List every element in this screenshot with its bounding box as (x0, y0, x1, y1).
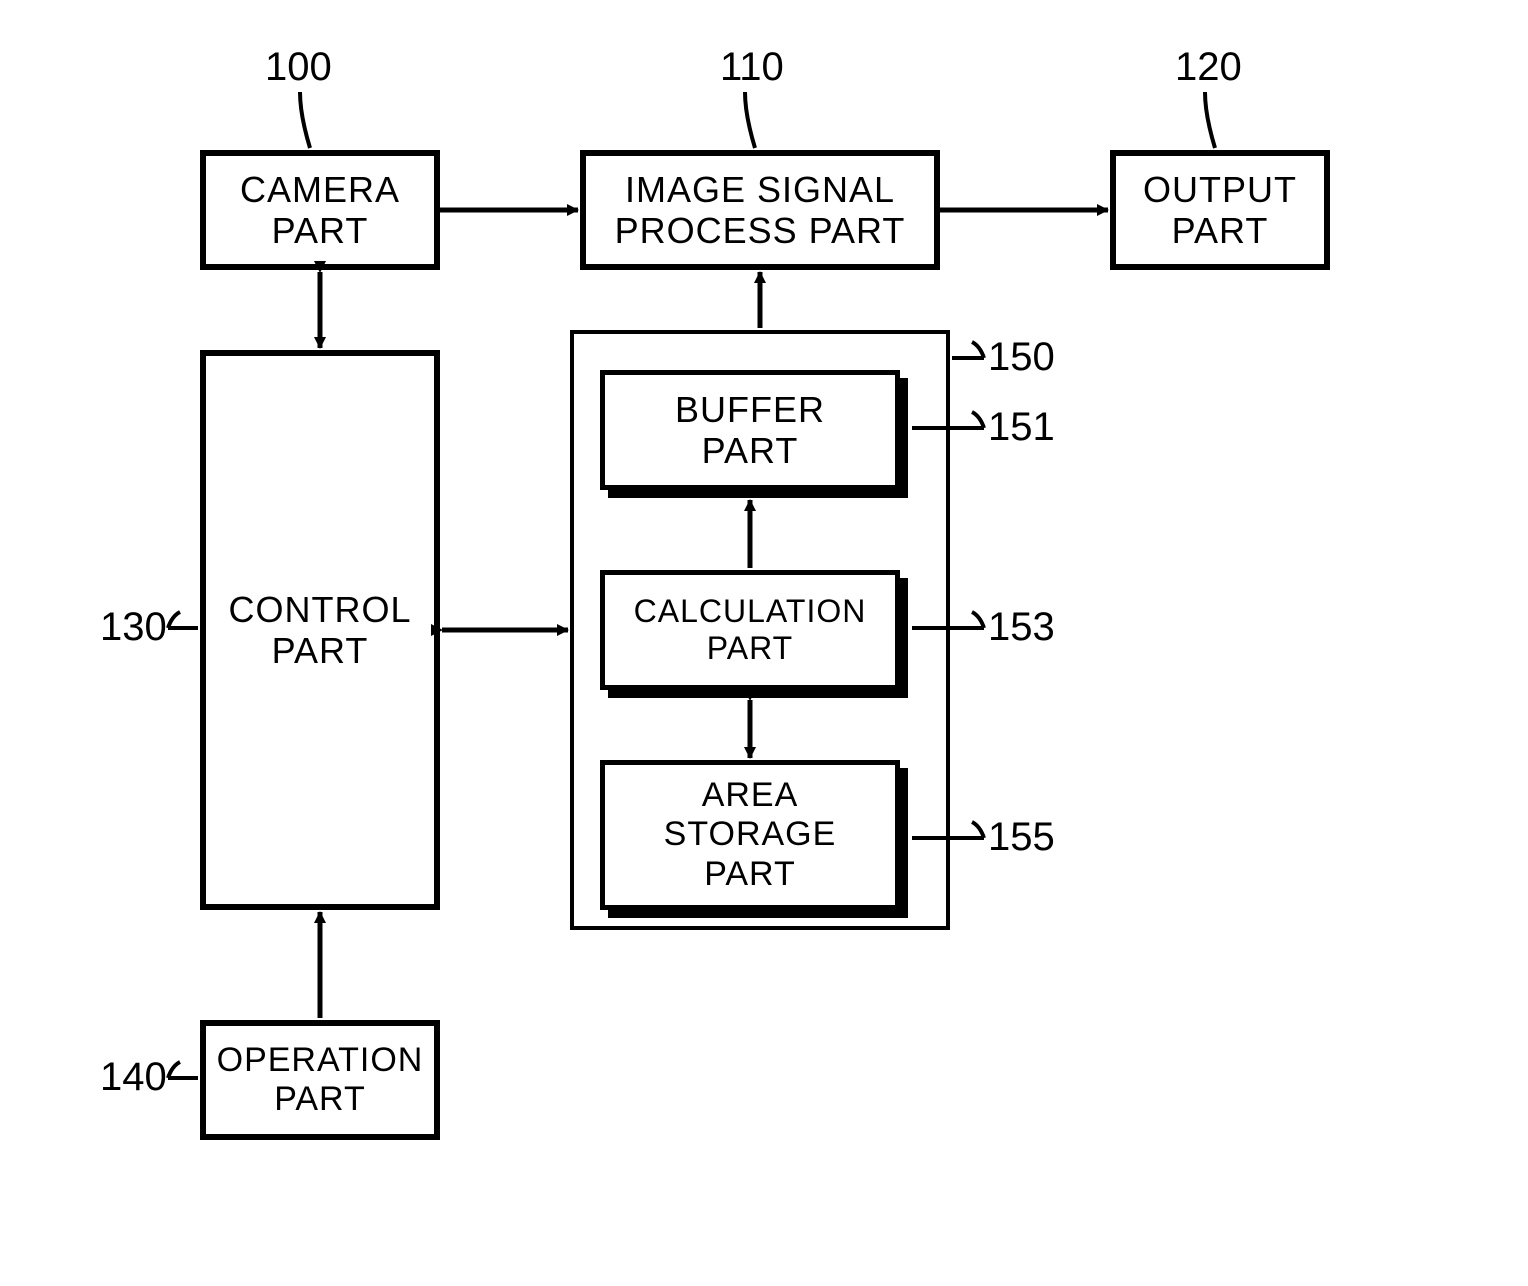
ref-151: 151 (988, 405, 1055, 450)
diagram-canvas: CAMERAPART IMAGE SIGNALPROCESS PART OUTP… (0, 0, 1528, 1286)
block-output: OUTPUTPART (1110, 150, 1330, 270)
lead-130-hook (168, 612, 180, 628)
block-isp: IMAGE SIGNALPROCESS PART (580, 150, 940, 270)
ref-110: 110 (720, 45, 784, 90)
block-isp-label: IMAGE SIGNALPROCESS PART (615, 169, 906, 252)
block-calc-label: CALCULATIONPART (634, 593, 867, 667)
block-buffer-label: BUFFERPART (675, 389, 825, 472)
ref-153: 153 (988, 605, 1055, 650)
ref-150: 150 (988, 335, 1055, 380)
block-operation: OPERATIONPART (200, 1020, 440, 1140)
lead-120 (1205, 92, 1215, 148)
ref-100: 100 (265, 45, 332, 90)
lead-100 (300, 92, 310, 148)
lead-110 (745, 92, 755, 148)
block-camera: CAMERAPART (200, 150, 440, 270)
lead-150-hook (972, 342, 984, 358)
block-control-label: CONTROLPART (228, 589, 411, 672)
lead-151-hook (972, 412, 984, 428)
ref-120: 120 (1175, 45, 1242, 90)
lead-155-hook (972, 822, 984, 838)
ref-130: 130 (100, 605, 167, 650)
block-calc: CALCULATIONPART (600, 570, 900, 690)
lead-140-hook (168, 1062, 180, 1078)
ref-155: 155 (988, 815, 1055, 860)
block-output-label: OUTPUTPART (1143, 169, 1297, 252)
block-buffer: BUFFERPART (600, 370, 900, 490)
block-camera-label: CAMERAPART (240, 169, 400, 252)
ref-140: 140 (100, 1055, 167, 1100)
block-operation-label: OPERATIONPART (217, 1041, 424, 1119)
block-area: AREASTORAGEPART (600, 760, 900, 910)
lead-153-hook (972, 612, 984, 628)
block-area-label: AREASTORAGEPART (664, 776, 837, 893)
block-control: CONTROLPART (200, 350, 440, 910)
